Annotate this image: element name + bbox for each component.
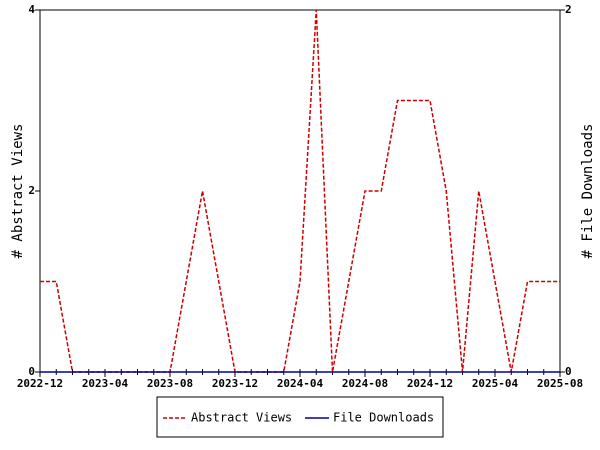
y2-tick-label: 0 — [565, 365, 572, 378]
plot-frame — [39, 9, 561, 373]
legend-box — [156, 396, 444, 438]
legend-label: Abstract Views — [191, 411, 292, 425]
y-tick-label: 0 — [28, 365, 35, 378]
legend-label: File Downloads — [333, 411, 434, 425]
y2-axis-label: # File Downloads — [580, 124, 596, 259]
y-tick-label: 2 — [28, 184, 35, 197]
x-tick-label: 2023-04 — [82, 377, 129, 390]
x-tick-label: 2024-08 — [342, 377, 388, 390]
x-tick-label: 2022-12 — [17, 377, 63, 390]
x-tick-label: 2024-12 — [407, 377, 453, 390]
x-tick-label: 2023-08 — [147, 377, 193, 390]
series-line — [40, 9, 560, 373]
y2-tick-label: 2 — [565, 3, 572, 16]
x-tick-label: 2025-04 — [472, 377, 519, 390]
y-axis-label: # Abstract Views — [10, 124, 26, 259]
x-tick-label: 2023-12 — [212, 377, 258, 390]
y-tick-label: 4 — [28, 3, 35, 16]
x-tick-label: 2025-08 — [537, 377, 583, 390]
x-tick-label: 2024-04 — [277, 377, 324, 390]
